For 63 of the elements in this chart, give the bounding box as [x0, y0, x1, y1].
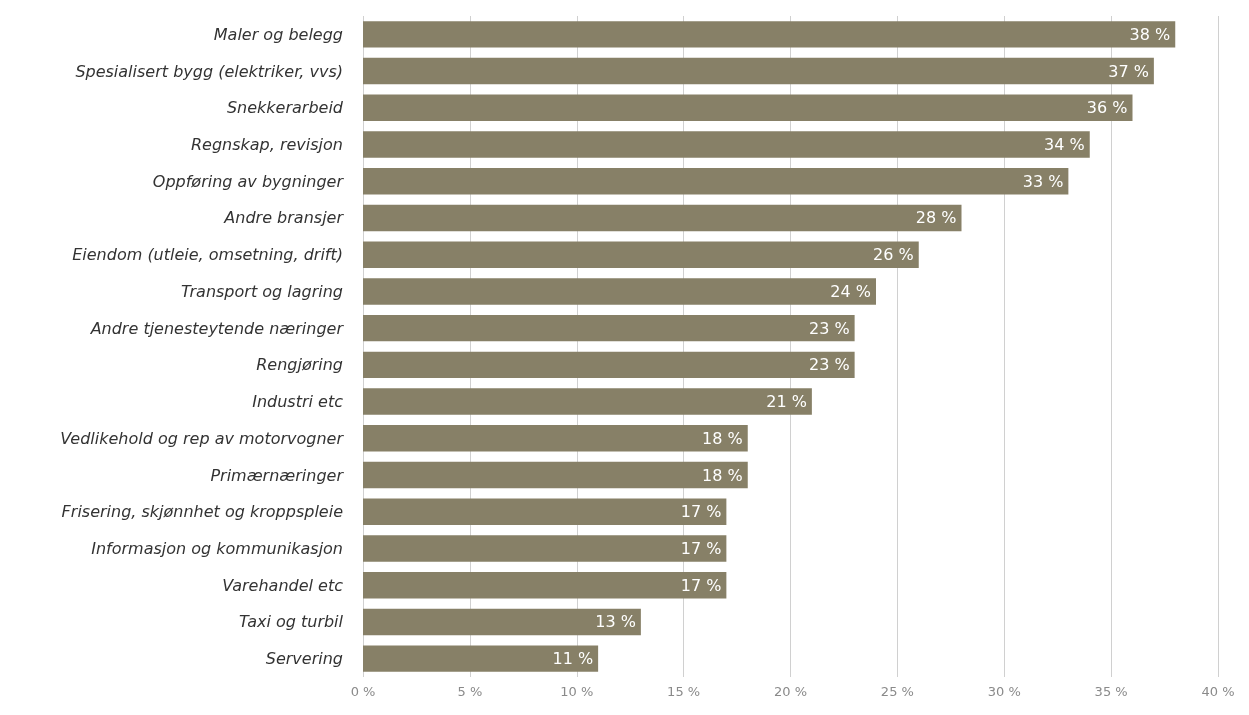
bar [363, 645, 599, 672]
x-tick-label: 15 % [667, 684, 701, 699]
data-label: 24 % [830, 281, 871, 301]
y-tick-label: Transport og lagring [180, 281, 343, 301]
y-tick-label: Snekkerarbeid [226, 98, 344, 118]
y-tick-label: Eiendom (utleie, omsetning, drift) [72, 245, 343, 265]
data-label: 23 % [808, 355, 850, 375]
y-tick-label: Industri etc [252, 392, 344, 412]
data-label: 17 % [680, 538, 722, 558]
y-tick-label: Andre tjenesteytende næringer [89, 318, 345, 338]
x-tick-label: 20 % [773, 684, 808, 699]
x-tick-label: 30 % [987, 684, 1021, 699]
bar [363, 571, 727, 599]
y-tick-label: Rengjøring [256, 355, 343, 375]
bar [363, 21, 1176, 48]
x-tick-label: 5 % [457, 684, 483, 699]
bar [363, 204, 962, 232]
y-tick-label: Spesialisert bygg (elektriker, vvs) [75, 61, 343, 81]
y-tick-label: Vedlikehold og rep av motorvogner [60, 428, 345, 448]
bar [363, 498, 727, 525]
y-tick-label: Servering [265, 649, 343, 669]
data-label: 36 % [1086, 98, 1128, 118]
data-label: 18 % [702, 428, 743, 448]
y-tick-label: Taxi og turbil [239, 612, 344, 632]
x-tick-label: 25 % [880, 684, 914, 699]
data-label: 38 % [1129, 24, 1171, 44]
bar [363, 388, 812, 415]
data-label: 21 % [766, 392, 807, 412]
bar [363, 425, 748, 452]
y-tick-label: Andre bransjer [223, 208, 345, 228]
x-tick-label: 10 % [560, 684, 594, 699]
bar [363, 168, 1069, 195]
bar [363, 351, 855, 379]
data-label: 13 % [595, 612, 636, 632]
data-label: 11 % [552, 649, 594, 669]
y-tick-label: Primærnæringer [210, 465, 345, 485]
bar [363, 461, 748, 489]
data-label: 37 % [1108, 61, 1149, 81]
data-label: 28 % [915, 208, 957, 228]
bar [363, 94, 1133, 122]
bar [363, 57, 1154, 85]
data-label: 18 % [702, 465, 743, 485]
y-tick-label: Maler og belegg [213, 24, 343, 44]
bar [363, 131, 1090, 158]
data-label: 33 % [1022, 171, 1064, 191]
y-tick-label: Informasjon og kommunikasjon [91, 538, 343, 558]
bar [363, 241, 919, 268]
bar [363, 314, 855, 342]
y-tick-label: Frisering, skjønnhet og kroppspleie [61, 502, 344, 522]
data-label: 17 % [680, 575, 722, 595]
bar [363, 278, 876, 305]
data-label: 26 % [873, 245, 914, 265]
x-tick-label: 0 % [350, 684, 376, 699]
y-tick-label: Regnskap, revisjon [190, 135, 343, 155]
y-tick-label: Oppføring av bygninger [152, 171, 345, 191]
bar [363, 608, 641, 636]
data-label: 17 % [680, 502, 722, 522]
data-label: 34 % [1044, 135, 1085, 155]
data-label: 23 % [808, 318, 850, 338]
x-tick-label: 40 % [1201, 684, 1235, 699]
x-tick-label: 35 % [1094, 684, 1128, 699]
bar [363, 535, 727, 562]
y-tick-label: Varehandel etc [222, 575, 344, 595]
